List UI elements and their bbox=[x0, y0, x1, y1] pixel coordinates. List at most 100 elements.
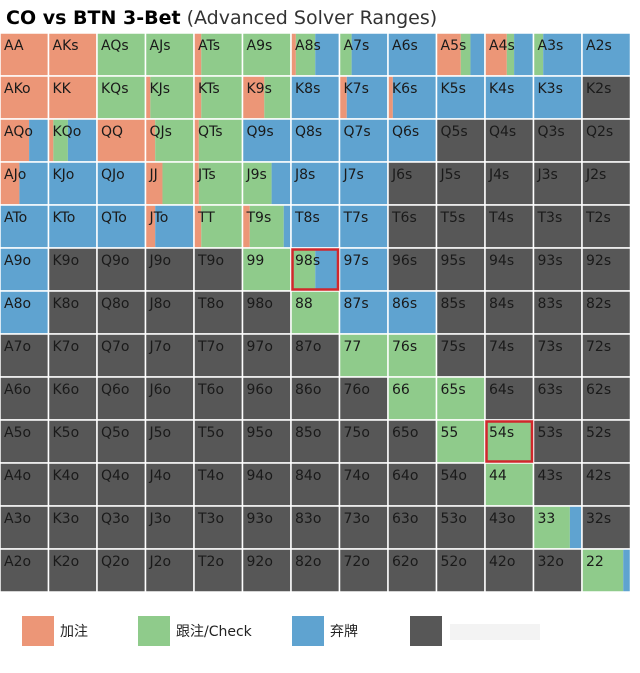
cell-label: 96o bbox=[247, 382, 273, 398]
frequency-segment bbox=[339, 377, 388, 420]
frequency-segment bbox=[155, 205, 194, 248]
frequency-segment bbox=[533, 334, 582, 377]
frequency-segment bbox=[145, 76, 151, 119]
cell-label: KK bbox=[53, 81, 72, 97]
cell-label: A2o bbox=[4, 554, 31, 570]
frequency-segment bbox=[97, 463, 146, 506]
cell-label: TT bbox=[197, 210, 215, 226]
frequency-segment bbox=[533, 549, 582, 592]
cell-label: T4o bbox=[197, 468, 224, 484]
frequency-segment bbox=[242, 33, 291, 76]
frequency-segment bbox=[582, 33, 631, 76]
frequency-segment bbox=[436, 334, 485, 377]
frequency-segment bbox=[0, 549, 49, 592]
frequency-segment bbox=[194, 162, 199, 205]
cell-label: 87s bbox=[344, 296, 369, 312]
cell-label: Q2s bbox=[586, 124, 613, 140]
frequency-segment bbox=[242, 119, 291, 162]
frequency-segment bbox=[145, 506, 194, 549]
frequency-segment bbox=[97, 119, 146, 162]
frequency-segment bbox=[533, 463, 582, 506]
frequency-segment bbox=[388, 506, 437, 549]
cell-label: J2s bbox=[585, 167, 606, 183]
frequency-segment bbox=[145, 420, 194, 463]
cell-label: AQs bbox=[101, 38, 129, 54]
frequency-segment bbox=[145, 205, 156, 248]
frequency-segment bbox=[291, 205, 340, 248]
frequency-segment bbox=[29, 119, 49, 162]
cell-label: Q9o bbox=[101, 253, 130, 269]
cell-label: 63o bbox=[392, 511, 418, 527]
frequency-segment bbox=[201, 76, 243, 119]
frequency-segment bbox=[339, 506, 388, 549]
frequency-segment bbox=[388, 76, 393, 119]
frequency-segment bbox=[339, 291, 388, 334]
cell-label: Q6s bbox=[392, 124, 419, 140]
cell-label: JTo bbox=[149, 210, 169, 226]
frequency-segment bbox=[291, 377, 340, 420]
frequency-segment bbox=[145, 463, 194, 506]
frequency-segment bbox=[48, 119, 54, 162]
cell-label: 73s bbox=[538, 339, 563, 355]
cell-label: T6o bbox=[197, 382, 224, 398]
frequency-segment bbox=[145, 334, 194, 377]
frequency-segment bbox=[339, 162, 388, 205]
cell-label: J7s bbox=[343, 167, 364, 183]
cell-label: 82s bbox=[586, 296, 611, 312]
frequency-segment bbox=[388, 291, 437, 334]
frequency-segment bbox=[436, 205, 485, 248]
cell-label: 76o bbox=[344, 382, 370, 398]
frequency-segment bbox=[97, 506, 146, 549]
frequency-segment bbox=[436, 162, 485, 205]
cell-label: Q2o bbox=[101, 554, 130, 570]
cell-label: K2o bbox=[53, 554, 80, 570]
cell-label: 87o bbox=[295, 339, 321, 355]
cell-label: K4o bbox=[53, 468, 80, 484]
frequency-segment bbox=[533, 119, 582, 162]
frequency-segment bbox=[470, 33, 485, 76]
frequency-segment bbox=[582, 549, 624, 592]
cell-border bbox=[581, 548, 632, 593]
chart-heading: CO vs BTN 3-Bet (Advanced Solver Ranges) bbox=[6, 7, 437, 29]
cell-label: Q8s bbox=[295, 124, 322, 140]
cell-label: 85o bbox=[295, 425, 321, 441]
frequency-segment bbox=[194, 377, 243, 420]
cell-label: 84s bbox=[489, 296, 514, 312]
cell-label: 86s bbox=[392, 296, 417, 312]
frequency-segment bbox=[67, 119, 97, 162]
cell-label: 65o bbox=[392, 425, 418, 441]
cell-label: ATo bbox=[4, 210, 27, 226]
cell-label: KQo bbox=[53, 124, 82, 140]
cell-label: ATs bbox=[198, 38, 220, 54]
frequency-segment bbox=[242, 76, 265, 119]
cell-label: 95s bbox=[441, 253, 466, 269]
frequency-segment bbox=[436, 291, 485, 334]
frequency-segment bbox=[194, 205, 202, 248]
cell-label: J7o bbox=[149, 339, 172, 355]
cell-label: JJ bbox=[149, 167, 158, 183]
frequency-segment bbox=[533, 420, 582, 463]
legend-swatch bbox=[292, 616, 324, 646]
cell-label: 95o bbox=[247, 425, 273, 441]
frequency-segment bbox=[543, 33, 582, 76]
cell-label: 72o bbox=[344, 554, 370, 570]
cell-label: J9s bbox=[246, 167, 267, 183]
cell-label: J5s bbox=[440, 167, 461, 183]
frequency-segment bbox=[346, 76, 388, 119]
frequency-segment bbox=[582, 463, 631, 506]
frequency-segment bbox=[291, 291, 340, 334]
cell-label: 72s bbox=[586, 339, 611, 355]
cell-label: 54s bbox=[489, 425, 514, 441]
frequency-segment bbox=[339, 205, 388, 248]
cell-label: 32s bbox=[586, 511, 611, 527]
frequency-segment bbox=[388, 205, 437, 248]
frequency-segment bbox=[48, 205, 97, 248]
frequency-segment bbox=[0, 377, 49, 420]
cell-label: A5o bbox=[4, 425, 31, 441]
cell-label: T3o bbox=[197, 511, 224, 527]
frequency-segment bbox=[436, 33, 461, 76]
frequency-segment bbox=[0, 205, 49, 248]
cell-label: 75o bbox=[344, 425, 370, 441]
chart-title: CO vs BTN 3-Bet bbox=[6, 7, 181, 29]
frequency-segment bbox=[436, 549, 485, 592]
